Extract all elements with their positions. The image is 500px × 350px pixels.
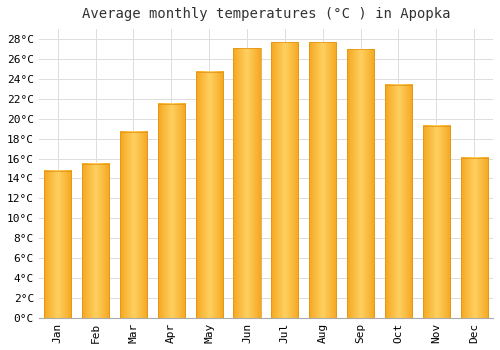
Bar: [158, 104, 185, 318]
Bar: [422, 126, 450, 318]
Bar: [460, 158, 488, 318]
Bar: [234, 48, 260, 318]
Bar: [44, 170, 72, 318]
Bar: [385, 85, 412, 318]
Bar: [309, 42, 336, 318]
Bar: [82, 163, 109, 318]
Bar: [271, 42, 298, 318]
Title: Average monthly temperatures (°C ) in Apopka: Average monthly temperatures (°C ) in Ap…: [82, 7, 450, 21]
Bar: [196, 72, 223, 318]
Bar: [120, 132, 147, 318]
Bar: [347, 49, 374, 318]
